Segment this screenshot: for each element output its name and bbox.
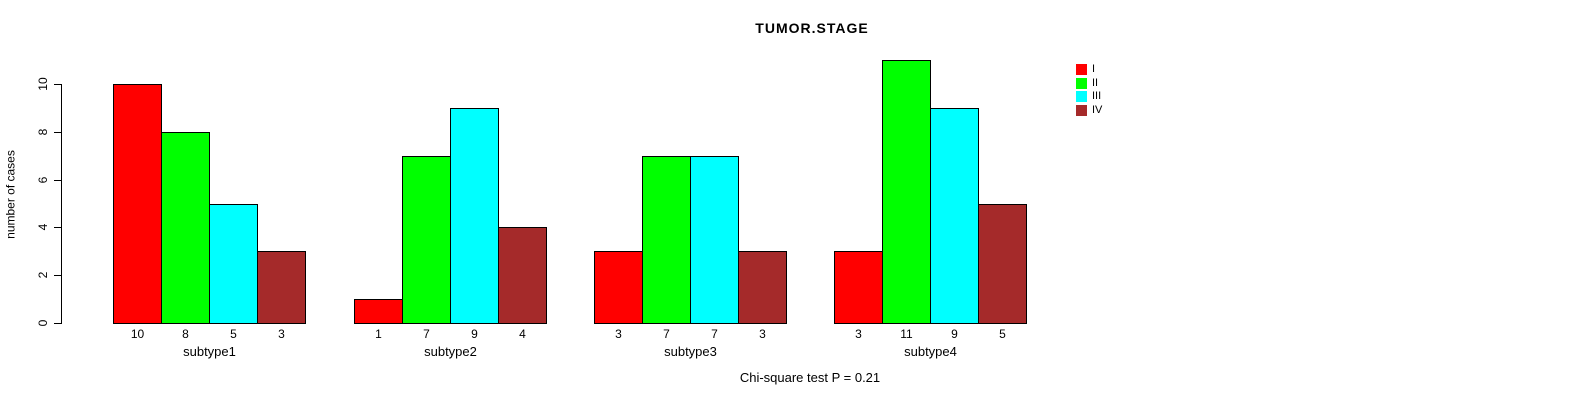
bar-subtype2-stage-I [354,299,403,324]
bar-value-label: 3 [759,327,766,341]
legend-label: II [1092,76,1099,89]
y-tick-mark [54,227,61,229]
legend-swatch-icon [1076,91,1087,102]
bar-subtype2-stage-IV [498,227,547,324]
legend-swatch-icon [1076,77,1087,89]
bar-subtype4-stage-I [834,251,883,324]
bar-subtype1-stage-I [113,84,162,324]
bar-value-label: 7 [711,327,718,341]
bar-subtype3-stage-II [642,155,691,324]
group-label-subtype2: subtype2 [424,344,477,359]
bar-subtype1-stage-III [209,203,258,324]
legend-swatch-icon [1076,64,1087,75]
bar-value-label: 4 [519,327,526,341]
bar-value-label: 3 [615,327,622,341]
legend-item-III: III [1076,91,1102,102]
legend-label: I [1092,63,1096,75]
y-tick-label: 10 [36,77,50,91]
legend-item-IV: IV [1076,103,1103,116]
legend-swatch-icon [1076,104,1087,116]
chi-square-annotation: Chi-square test P = 0.21 [739,370,881,385]
bar-value-label: 3 [855,327,862,341]
bar-subtype2-stage-II [402,155,451,324]
bar-value-label: 3 [278,327,285,341]
bar-value-label: 8 [182,327,189,341]
bar-subtype4-stage-IV [978,203,1027,324]
bar-value-label: 7 [423,327,430,341]
bar-subtype2-stage-III [450,107,499,324]
bar-subtype1-stage-II [161,131,210,324]
y-tick-label: 0 [36,319,50,327]
y-tick-label: 4 [36,224,50,231]
bar-value-label: 11 [900,327,913,341]
group-label-subtype4: subtype4 [904,344,957,359]
y-tick-mark [54,179,61,181]
bar-subtype4-stage-II [882,60,931,324]
y-tick-label: 6 [36,176,50,183]
bar-value-label: 9 [471,327,478,341]
y-tick-label: 8 [36,128,50,136]
y-tick-label: 2 [36,271,50,279]
y-axis-label: number of cases [3,150,18,239]
legend-item-II: II [1076,76,1102,89]
bar-subtype3-stage-I [594,251,643,324]
y-axis-line [61,84,62,324]
bar-subtype3-stage-III [690,155,739,324]
bar-subtype4-stage-III [930,107,979,324]
y-tick-mark [54,131,61,133]
bar-subtype3-stage-IV [738,251,787,324]
legend-label: IV [1092,103,1103,116]
chart-title: TUMOR.STAGE [755,20,869,36]
bar-value-label: 1 [375,327,382,341]
legend-item-I: I [1076,64,1102,75]
group-label-subtype1: subtype1 [183,344,236,359]
legend: I II III IV [1076,64,1102,116]
y-tick-mark [54,275,61,277]
bar-value-label: 7 [663,327,670,341]
legend-label: III [1092,90,1102,102]
y-tick-mark [54,84,61,85]
bar-value-label: 9 [951,327,958,341]
bar-value-label: 5 [999,327,1006,341]
y-tick-mark [54,323,61,324]
bar-subtype1-stage-IV [257,251,306,324]
bar-value-label: 10 [130,327,145,341]
bar-value-label: 5 [230,327,237,341]
group-label-subtype3: subtype3 [664,344,717,359]
